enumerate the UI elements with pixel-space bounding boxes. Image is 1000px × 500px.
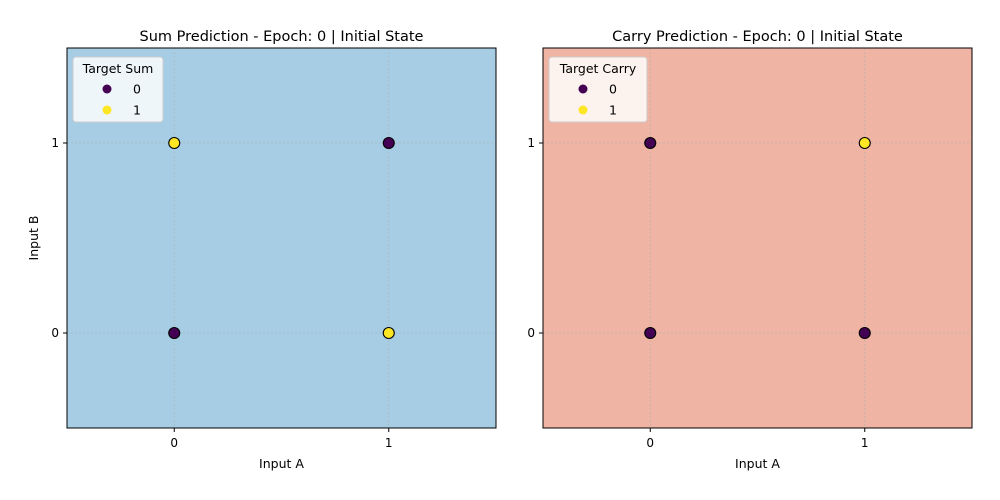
chart-panel-1: 0 1 0 1 Sum Prediction - Epoch: 0 | Initial … — [26, 29, 497, 471]
legend: Target Sum 0 1 — [72, 56, 164, 123]
x-axis-label: Input A — [259, 456, 304, 471]
legend-title: Target Carry — [559, 61, 637, 76]
chart-title: Sum Prediction - Epoch: 0 | Initial Stat… — [140, 29, 424, 45]
axes-frame — [542, 47, 973, 429]
x-axis-label: Input A — [735, 456, 780, 471]
y-tick-label: 1 — [527, 136, 535, 150]
scatter-point — [382, 136, 395, 150]
legend-label: 1 — [133, 103, 141, 118]
scatter-point — [168, 326, 181, 340]
legend-box — [548, 56, 648, 123]
x-tick-label: 1 — [385, 436, 393, 450]
scatter-point — [382, 326, 395, 340]
legend-marker — [578, 84, 588, 94]
legend-marker — [578, 105, 588, 115]
x-tick-label: 0 — [170, 436, 178, 450]
legend-marker — [102, 84, 112, 94]
x-tick-label: 0 — [646, 436, 654, 450]
chart-title: Carry Prediction - Epoch: 0 | Initial St… — [612, 29, 903, 45]
scatter-point — [168, 136, 181, 150]
scatter-point — [858, 136, 871, 150]
legend-label: 1 — [609, 103, 617, 118]
scatter-point — [858, 326, 871, 340]
legend: Target Carry 0 1 — [548, 56, 648, 123]
scatter-point — [644, 136, 657, 150]
y-axis-label: Input B — [26, 216, 41, 261]
legend-label: 0 — [609, 82, 617, 97]
x-tick-label: 1 — [861, 436, 869, 450]
y-tick-label: 1 — [51, 136, 59, 150]
legend-title: Target Sum — [82, 61, 154, 76]
y-tick-label: 0 — [51, 326, 59, 340]
legend-box — [72, 56, 164, 123]
y-tick-label: 0 — [527, 326, 535, 340]
scatter-point — [644, 326, 657, 340]
legend-label: 0 — [133, 82, 141, 97]
chart-panel-2: 0 1 0 1 Carry Prediction - Epoch: 0 | Initia… — [527, 29, 973, 471]
axes-frame — [66, 47, 497, 429]
legend-marker — [102, 105, 112, 115]
